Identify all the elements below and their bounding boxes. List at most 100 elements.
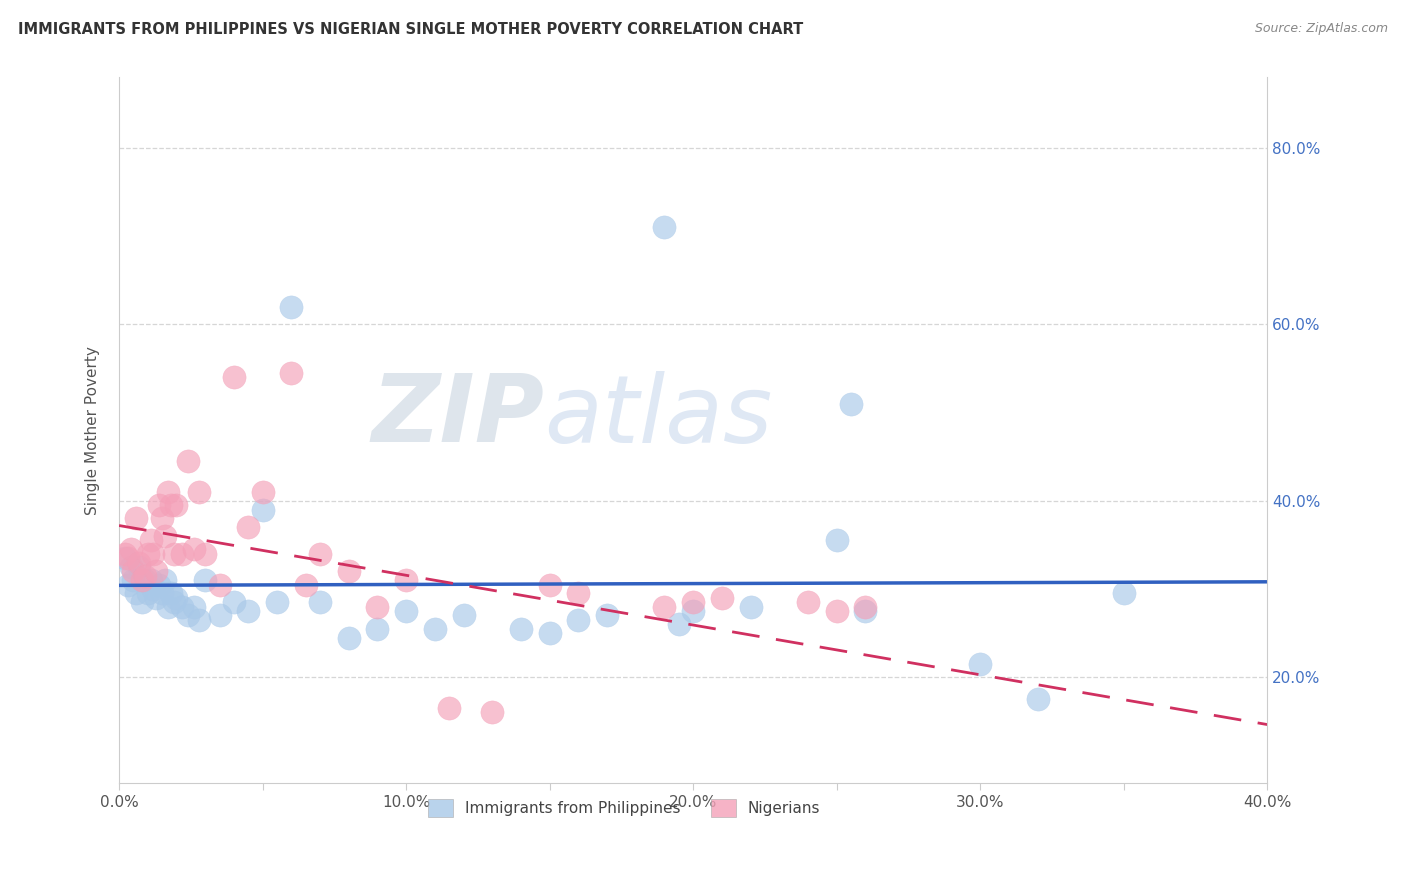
Point <box>183 599 205 614</box>
Point <box>145 565 167 579</box>
Point <box>682 604 704 618</box>
Point <box>114 551 136 566</box>
Point <box>510 622 533 636</box>
Point <box>131 573 153 587</box>
Point <box>222 370 245 384</box>
Point <box>969 657 991 671</box>
Point <box>538 577 561 591</box>
Point <box>395 604 418 618</box>
Point <box>148 577 170 591</box>
Point <box>156 599 179 614</box>
Point <box>114 547 136 561</box>
Point <box>134 573 156 587</box>
Point <box>194 547 217 561</box>
Point <box>172 547 194 561</box>
Text: Source: ZipAtlas.com: Source: ZipAtlas.com <box>1254 22 1388 36</box>
Point <box>117 577 139 591</box>
Point <box>423 622 446 636</box>
Point <box>567 613 589 627</box>
Point <box>122 565 145 579</box>
Point <box>131 595 153 609</box>
Point <box>855 604 877 618</box>
Point <box>142 582 165 596</box>
Point <box>145 591 167 605</box>
Point <box>128 556 150 570</box>
Point <box>309 547 332 561</box>
Point <box>453 608 475 623</box>
Point <box>162 547 184 561</box>
Point <box>134 568 156 582</box>
Point <box>166 591 188 605</box>
Point <box>538 626 561 640</box>
Point <box>183 542 205 557</box>
Point <box>150 586 173 600</box>
Point <box>855 599 877 614</box>
Point <box>481 706 503 720</box>
Point <box>128 560 150 574</box>
Point <box>222 595 245 609</box>
Point <box>177 454 200 468</box>
Point <box>159 586 181 600</box>
Point <box>120 560 142 574</box>
Point <box>337 631 360 645</box>
Point <box>668 617 690 632</box>
Point <box>825 604 848 618</box>
Point <box>172 599 194 614</box>
Point <box>136 547 159 561</box>
Point <box>153 573 176 587</box>
Point <box>825 533 848 548</box>
Point <box>596 608 619 623</box>
Point <box>139 573 162 587</box>
Text: IMMIGRANTS FROM PHILIPPINES VS NIGERIAN SINGLE MOTHER POVERTY CORRELATION CHART: IMMIGRANTS FROM PHILIPPINES VS NIGERIAN … <box>18 22 803 37</box>
Point <box>1112 586 1135 600</box>
Point <box>682 595 704 609</box>
Point <box>437 701 460 715</box>
Point <box>125 511 148 525</box>
Point <box>117 551 139 566</box>
Point <box>366 599 388 614</box>
Point <box>142 547 165 561</box>
Point <box>839 397 862 411</box>
Point <box>654 599 676 614</box>
Point <box>567 586 589 600</box>
Point <box>188 613 211 627</box>
Point <box>159 498 181 512</box>
Point <box>139 533 162 548</box>
Point <box>740 599 762 614</box>
Point <box>162 595 184 609</box>
Y-axis label: Single Mother Poverty: Single Mother Poverty <box>86 346 100 515</box>
Point <box>194 573 217 587</box>
Point <box>710 591 733 605</box>
Point <box>294 577 316 591</box>
Point <box>120 542 142 557</box>
Point <box>148 498 170 512</box>
Point <box>395 573 418 587</box>
Point <box>740 794 762 808</box>
Point <box>238 604 260 618</box>
Text: ZIP: ZIP <box>371 370 544 462</box>
Point <box>280 366 302 380</box>
Legend: Immigrants from Philippines, Nigerians: Immigrants from Philippines, Nigerians <box>420 791 828 825</box>
Point <box>797 595 820 609</box>
Point <box>156 485 179 500</box>
Point <box>150 511 173 525</box>
Point <box>238 520 260 534</box>
Point <box>1026 692 1049 706</box>
Point <box>266 595 288 609</box>
Point <box>122 573 145 587</box>
Point <box>309 595 332 609</box>
Point <box>136 586 159 600</box>
Point <box>208 577 231 591</box>
Point <box>366 622 388 636</box>
Point <box>125 586 148 600</box>
Point <box>208 608 231 623</box>
Point <box>337 565 360 579</box>
Point <box>252 485 274 500</box>
Text: atlas: atlas <box>544 371 772 462</box>
Point <box>280 300 302 314</box>
Point <box>166 498 188 512</box>
Point <box>188 485 211 500</box>
Point <box>654 220 676 235</box>
Point <box>153 529 176 543</box>
Point <box>252 502 274 516</box>
